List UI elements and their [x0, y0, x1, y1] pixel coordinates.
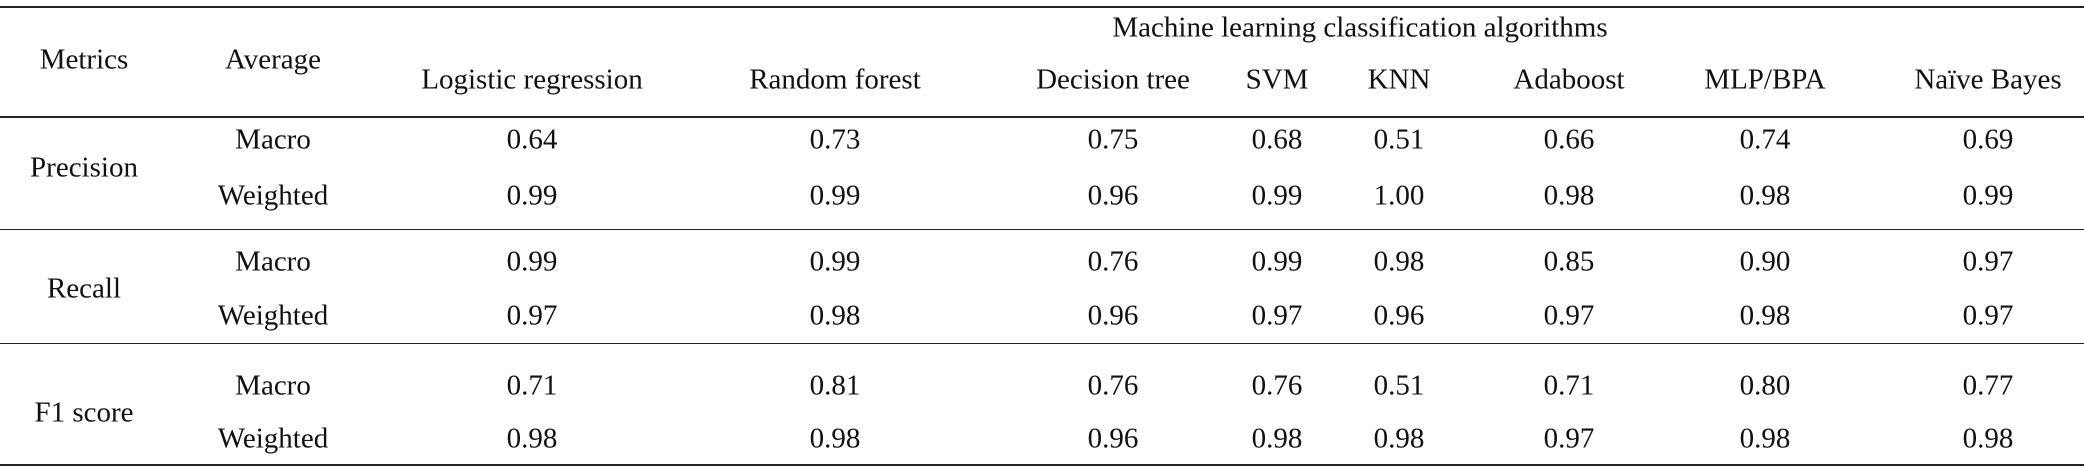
cell-value: 0.98 [1739, 179, 1791, 212]
cell-value: 0.90 [1739, 245, 1791, 278]
top-rule [0, 6, 2084, 8]
cell-value: 0.99 [506, 179, 558, 212]
column-header: Average [224, 43, 322, 76]
cell-value: 0.96 [1087, 422, 1139, 455]
cell-value: 0.98 [1251, 422, 1303, 455]
cell-value: 0.98 [1962, 422, 2014, 455]
cell-value: 0.74 [1739, 123, 1791, 156]
cell-value: 0.98 [1373, 245, 1425, 278]
average-label: Weighted [217, 179, 329, 212]
average-label: Macro [235, 245, 311, 278]
cell-value: 1.00 [1373, 179, 1425, 212]
cell-value: 0.97 [1962, 299, 2014, 332]
column-header: Logistic regression [421, 63, 643, 96]
cell-value: 0.76 [1087, 245, 1139, 278]
cell-value: 0.98 [1739, 422, 1791, 455]
cell-value: 0.73 [809, 123, 861, 156]
cell-value: 0.80 [1739, 369, 1791, 402]
cell-value: 0.64 [506, 123, 558, 156]
cell-value: 0.98 [809, 299, 861, 332]
column-header: KNN [1367, 63, 1431, 96]
cell-value: 0.98 [506, 422, 558, 455]
cell-value: 0.99 [506, 245, 558, 278]
cell-value: 0.97 [1543, 299, 1595, 332]
cell-value: 0.99 [1251, 245, 1303, 278]
column-header: Metrics [39, 43, 129, 76]
cell-value: 0.97 [1543, 422, 1595, 455]
average-label: Macro [235, 369, 311, 402]
cell-value: 0.97 [506, 299, 558, 332]
column-header: Random forest [749, 63, 921, 96]
cell-value: 0.71 [1543, 369, 1595, 402]
cell-value: 0.99 [1962, 179, 2014, 212]
average-label: Weighted [217, 422, 329, 455]
cell-value: 0.81 [809, 369, 861, 402]
cell-value: 0.76 [1251, 369, 1303, 402]
metric-label: Recall [46, 272, 122, 305]
cell-value: 0.98 [1739, 299, 1791, 332]
column-header: MLP/BPA [1704, 63, 1826, 96]
cell-value: 0.76 [1087, 369, 1139, 402]
bottom-rule [0, 464, 2084, 466]
average-label: Weighted [217, 299, 329, 332]
cell-value: 0.97 [1962, 245, 2014, 278]
cell-value: 0.69 [1962, 123, 2014, 156]
header-rule [0, 116, 2084, 118]
cell-value: 0.96 [1087, 299, 1139, 332]
cell-value: 0.77 [1962, 369, 2014, 402]
cell-value: 0.99 [809, 245, 861, 278]
column-header: Naïve Bayes [1914, 63, 2062, 96]
cell-value: 0.96 [1373, 299, 1425, 332]
cell-value: 0.51 [1373, 369, 1425, 402]
column-header: Adaboost [1513, 63, 1625, 96]
cell-value: 0.98 [1373, 422, 1425, 455]
average-label: Macro [235, 123, 311, 156]
cell-value: 0.96 [1087, 179, 1139, 212]
group-header: Machine learning classification algorith… [1112, 11, 1608, 44]
metric-label: Precision [30, 151, 138, 184]
cell-value: 0.85 [1543, 245, 1595, 278]
cell-value: 0.66 [1543, 123, 1595, 156]
cell-value: 0.71 [506, 369, 558, 402]
cell-value: 0.99 [1251, 179, 1303, 212]
cell-value: 0.75 [1087, 123, 1139, 156]
cell-value: 0.97 [1251, 299, 1303, 332]
cell-value: 0.98 [809, 422, 861, 455]
metric-label: F1 score [34, 396, 134, 428]
cell-value: 0.99 [809, 179, 861, 212]
column-header: Decision tree [1036, 63, 1190, 96]
row-rule [0, 343, 2084, 344]
cell-value: 0.98 [1543, 179, 1595, 212]
cell-value: 0.68 [1251, 123, 1303, 156]
cell-value: 0.51 [1373, 123, 1425, 156]
column-header: SVM [1245, 63, 1309, 96]
row-rule [0, 229, 2084, 230]
